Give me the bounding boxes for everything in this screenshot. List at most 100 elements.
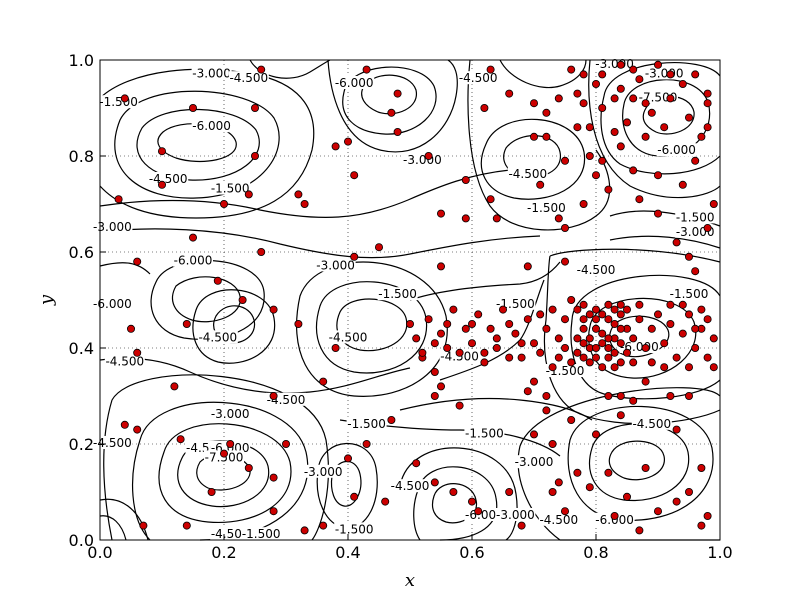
- data-point: [678, 180, 687, 189]
- data-point: [604, 334, 613, 343]
- data-point: [685, 252, 694, 261]
- contour-line: [361, 74, 417, 115]
- data-point: [660, 363, 669, 372]
- data-point: [654, 60, 663, 69]
- data-point: [133, 425, 142, 434]
- data-point: [250, 104, 259, 113]
- data-point: [455, 348, 464, 357]
- contour-label: -3.000: [316, 258, 355, 272]
- data-point: [697, 521, 706, 530]
- contour-label: -4.500: [391, 479, 430, 493]
- data-point: [449, 305, 458, 314]
- contour-label-bg: [538, 512, 579, 526]
- data-point: [554, 214, 563, 223]
- data-point: [604, 391, 613, 400]
- data-point: [517, 339, 526, 348]
- data-point: [623, 492, 632, 501]
- data-point: [561, 315, 570, 324]
- data-point: [685, 310, 694, 319]
- data-point: [511, 329, 520, 338]
- data-point: [269, 305, 278, 314]
- data-point: [498, 305, 507, 314]
- y-tick-labels: 0.0 0.2 0.4 0.6 0.8 1.0: [69, 51, 94, 550]
- data-point: [610, 305, 619, 314]
- data-point: [238, 295, 247, 304]
- data-point: [709, 363, 718, 372]
- data-point: [474, 310, 483, 319]
- contour-label-bg: [210, 407, 251, 421]
- contour-label-bg: [669, 287, 709, 301]
- data-point: [585, 310, 594, 319]
- contour-line: [99, 228, 541, 259]
- data-point: [598, 339, 607, 348]
- contour-label: -6.000: [657, 143, 696, 157]
- data-point: [561, 343, 570, 352]
- data-point: [120, 420, 129, 429]
- data-point: [660, 123, 669, 132]
- data-point: [592, 353, 601, 362]
- contour-label-bg: [191, 119, 232, 133]
- contour-line: [588, 297, 697, 379]
- data-point: [207, 487, 216, 496]
- data-point: [554, 334, 563, 343]
- data-point: [585, 151, 594, 160]
- data-point: [610, 348, 619, 357]
- data-point: [523, 315, 532, 324]
- data-point: [585, 483, 594, 492]
- data-point: [331, 142, 340, 151]
- data-point: [424, 315, 433, 324]
- data-point: [604, 315, 613, 324]
- contour-line: [158, 423, 292, 524]
- data-point: [505, 319, 514, 328]
- data-point: [604, 353, 613, 362]
- data-point: [561, 257, 570, 266]
- contour-label: -3.000: [515, 455, 554, 469]
- data-point: [213, 276, 222, 285]
- data-point: [548, 487, 557, 496]
- contour-label: -1.500: [99, 95, 138, 109]
- data-point: [635, 300, 644, 309]
- x-tick-label: 1.0: [707, 543, 732, 562]
- data-point: [592, 171, 601, 180]
- data-point: [114, 195, 123, 204]
- contour-label: -3.000: [403, 153, 442, 167]
- data-point: [654, 507, 663, 516]
- data-point: [536, 180, 545, 189]
- contour-label: -1.500: [335, 522, 374, 536]
- data-point: [672, 497, 681, 506]
- data-point: [300, 526, 309, 535]
- contour-label: -6.000: [192, 119, 231, 133]
- x-tick-label: 0.8: [583, 543, 608, 562]
- data-point: [350, 252, 359, 261]
- data-point: [592, 343, 601, 352]
- data-point: [579, 324, 588, 333]
- data-point: [598, 70, 607, 79]
- x-tick-labels: 0.0 0.2 0.4 0.6 0.8 1.0: [87, 543, 732, 562]
- data-point: [678, 300, 687, 309]
- contour-label-bg: [390, 479, 430, 493]
- data-point: [387, 415, 396, 424]
- contour-label-bg: [228, 71, 269, 85]
- data-point: [573, 89, 582, 98]
- data-point: [641, 463, 650, 472]
- data-point: [157, 147, 166, 156]
- contour-label-bg: [210, 527, 251, 541]
- data-point: [685, 487, 694, 496]
- contour-label-bg: [173, 253, 213, 267]
- contour-label-bg: [526, 200, 567, 214]
- contour-line: [316, 442, 378, 529]
- data-point: [703, 315, 712, 324]
- data-point: [641, 377, 650, 386]
- data-point: [685, 113, 694, 122]
- data-point: [573, 468, 582, 477]
- contour-label: -4.500: [329, 330, 368, 344]
- contour-label-bg: [377, 287, 418, 301]
- data-point: [616, 300, 625, 309]
- contour-label-bg: [576, 263, 616, 277]
- data-point: [592, 305, 601, 314]
- data-point: [672, 425, 681, 434]
- data-point: [374, 243, 383, 252]
- data-point: [530, 339, 539, 348]
- contour-label: -3.000: [93, 220, 132, 234]
